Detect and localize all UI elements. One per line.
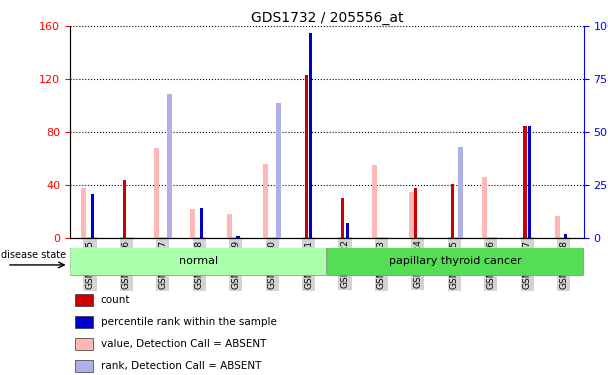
- Title: GDS1732 / 205556_at: GDS1732 / 205556_at: [250, 11, 403, 25]
- Bar: [554, 216, 559, 238]
- Text: disease state: disease state: [1, 251, 66, 260]
- Bar: [154, 148, 159, 238]
- Text: count: count: [101, 295, 130, 304]
- Text: value, Detection Call = ABSENT: value, Detection Call = ABSENT: [101, 339, 266, 349]
- Text: papillary thyroid cancer: papillary thyroid cancer: [389, 256, 522, 266]
- Bar: [345, 223, 349, 238]
- Bar: [75, 316, 93, 328]
- FancyBboxPatch shape: [70, 248, 327, 276]
- Bar: [458, 147, 463, 238]
- Bar: [372, 165, 378, 238]
- Bar: [263, 164, 268, 238]
- Bar: [237, 236, 240, 238]
- Bar: [227, 214, 232, 238]
- Bar: [276, 102, 282, 238]
- Text: rank, Detection Call = ABSENT: rank, Detection Call = ABSENT: [101, 361, 261, 371]
- Bar: [81, 188, 86, 238]
- Bar: [91, 194, 94, 238]
- Text: percentile rank within the sample: percentile rank within the sample: [101, 317, 277, 327]
- Bar: [75, 360, 93, 372]
- Bar: [409, 192, 414, 238]
- FancyBboxPatch shape: [327, 248, 584, 276]
- Text: normal: normal: [179, 256, 218, 266]
- Bar: [523, 126, 527, 238]
- Bar: [564, 234, 567, 238]
- Bar: [482, 177, 487, 238]
- Bar: [75, 294, 93, 306]
- Bar: [528, 126, 531, 238]
- Bar: [341, 198, 345, 238]
- Bar: [309, 33, 313, 238]
- Bar: [414, 188, 417, 238]
- Bar: [123, 180, 126, 238]
- Bar: [167, 94, 172, 238]
- Bar: [451, 184, 454, 238]
- Bar: [200, 209, 203, 238]
- Bar: [190, 209, 195, 238]
- Bar: [75, 338, 93, 350]
- Bar: [305, 75, 308, 238]
